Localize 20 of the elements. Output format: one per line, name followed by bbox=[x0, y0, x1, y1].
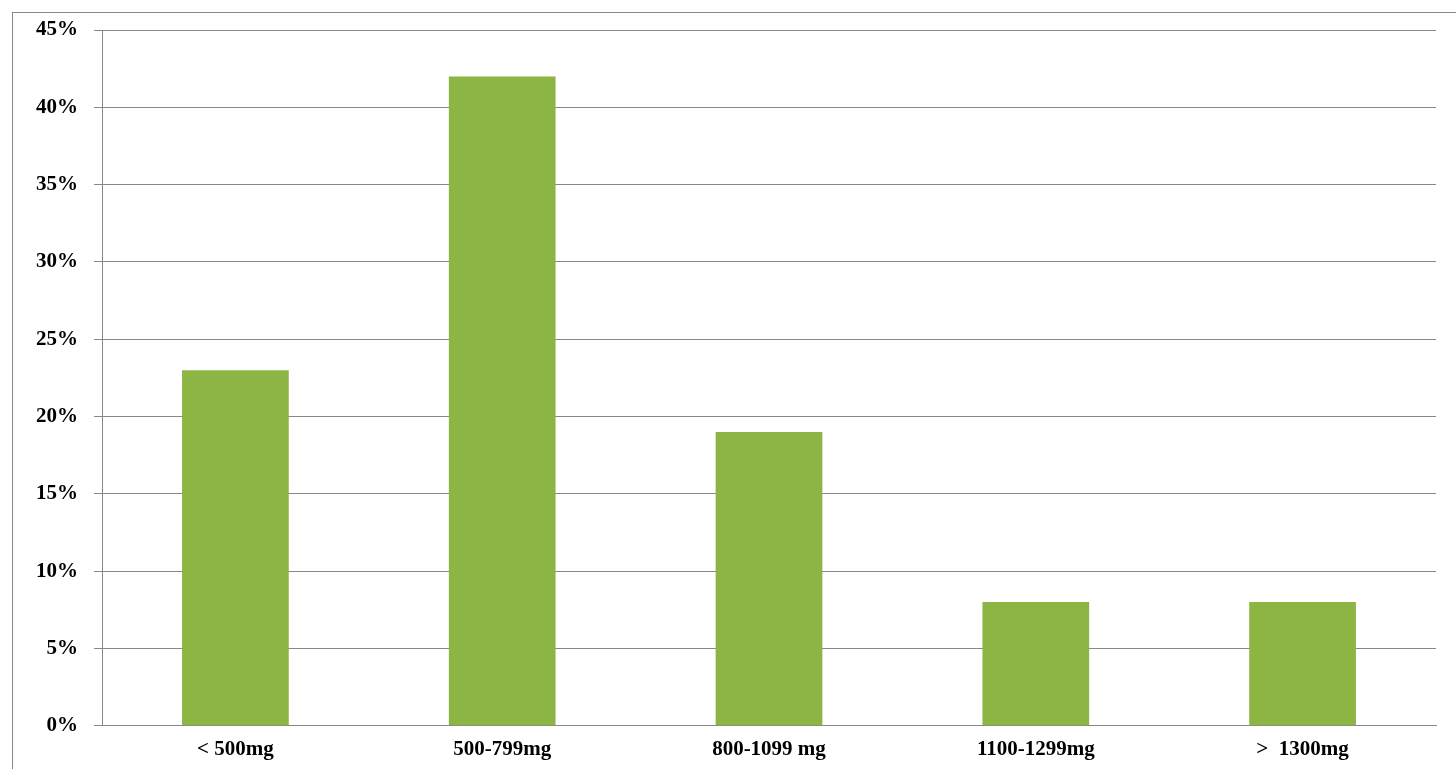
y-tick-label: 15% bbox=[36, 480, 78, 505]
y-tick-label: 40% bbox=[36, 93, 78, 118]
y-tick-label: 10% bbox=[36, 557, 78, 582]
y-tick-label: 20% bbox=[36, 402, 78, 427]
bar bbox=[1249, 602, 1356, 726]
x-tick-label: 1100-1299mg bbox=[976, 735, 1096, 760]
y-tick-label: 25% bbox=[36, 325, 78, 350]
x-tick-label: < 500mg bbox=[197, 735, 275, 760]
y-tick-label: 30% bbox=[36, 248, 78, 273]
bar bbox=[715, 432, 823, 726]
y-tick-label: 5% bbox=[46, 634, 78, 659]
x-tick-label: 500-799mg bbox=[453, 735, 552, 760]
x-tick-label: 800-1099 mg bbox=[712, 735, 827, 760]
bar bbox=[182, 370, 289, 726]
y-tick-label: 45% bbox=[36, 16, 78, 41]
bar bbox=[448, 76, 556, 726]
y-tick-label: 0% bbox=[46, 712, 78, 737]
y-tick-label: 35% bbox=[36, 171, 78, 196]
x-tick-label: > 1300mg bbox=[1256, 735, 1350, 760]
bar bbox=[982, 602, 1090, 726]
